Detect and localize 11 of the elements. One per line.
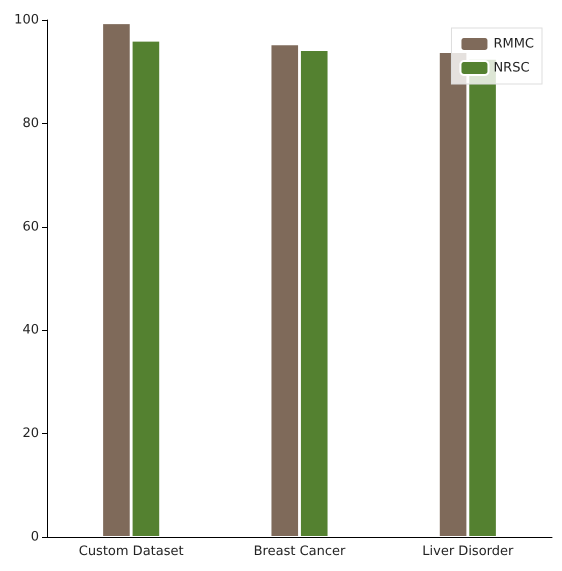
x-tick-label: Liver Disorder xyxy=(422,544,514,559)
y-tick-label: 40 xyxy=(22,322,39,338)
y-tick-label: 0 xyxy=(30,530,39,544)
x-tick-label: Custom Dataset xyxy=(78,544,184,559)
legend-label: RMMC xyxy=(493,36,534,52)
x-tick-label: Breast Cancer xyxy=(254,544,346,559)
legend-label: NRSC xyxy=(493,60,530,76)
y-tick-label: 20 xyxy=(22,426,39,442)
y-tick-label: 60 xyxy=(22,219,39,234)
y-tick-label: 80 xyxy=(22,116,39,131)
y-tick-label: 100 xyxy=(14,12,39,28)
